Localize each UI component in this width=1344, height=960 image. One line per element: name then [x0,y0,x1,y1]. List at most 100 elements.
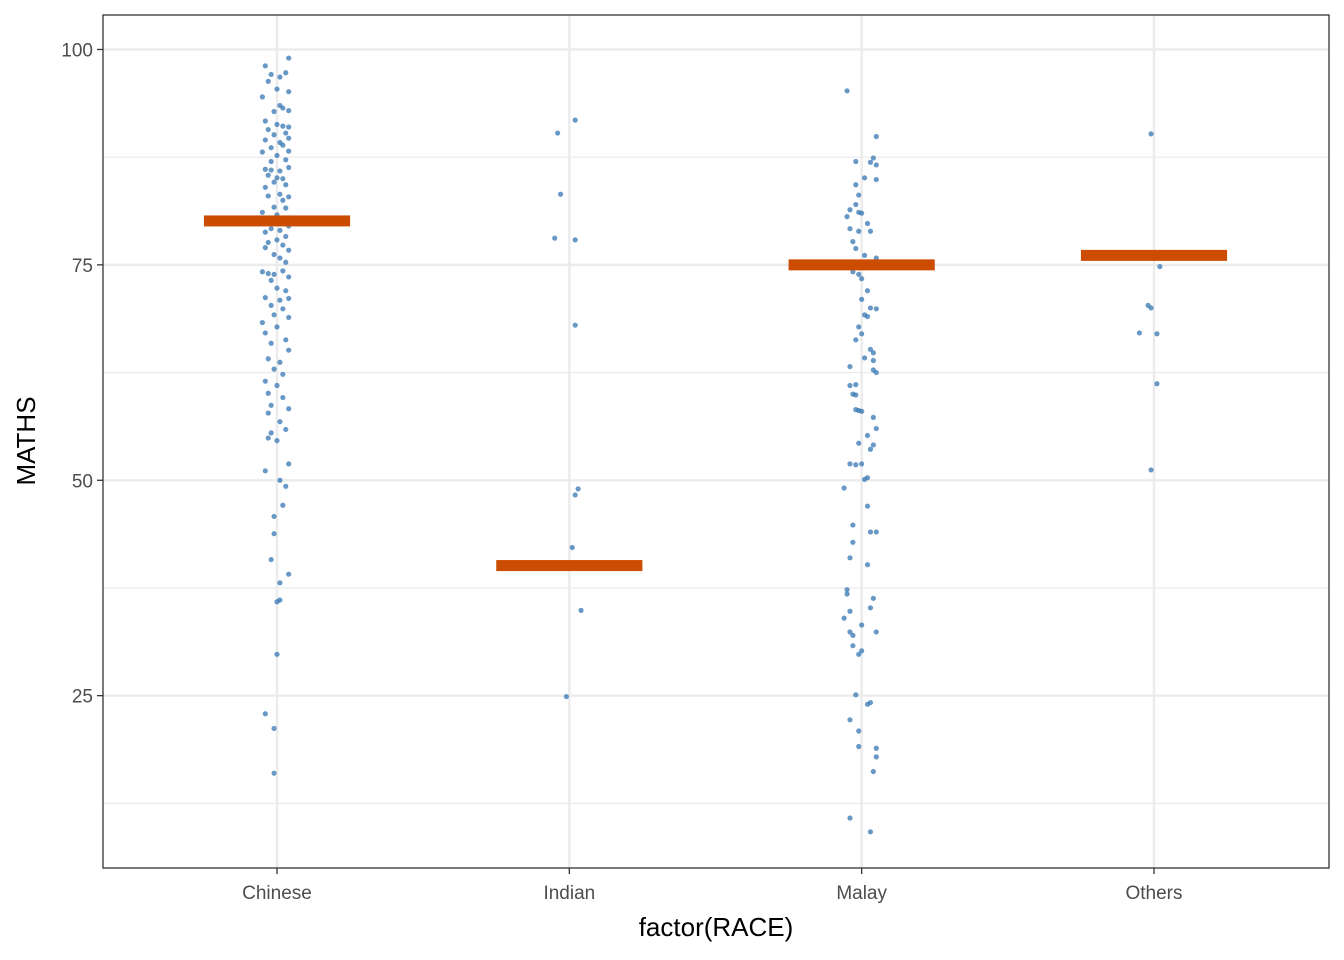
data-point [271,725,277,732]
data-point [268,158,274,165]
data-point [265,126,271,133]
data-point [283,130,289,136]
y-axis-title: MATHS [11,396,41,485]
data-point [286,461,292,467]
data-point [844,214,850,220]
data-point [1154,381,1160,387]
data-point [853,462,859,468]
data-point [265,410,271,416]
data-point [572,322,578,328]
data-point [861,355,868,361]
data-point [268,340,274,346]
data-point [847,717,853,723]
data-point [259,149,265,155]
data-point [864,701,871,707]
data-point [274,382,280,389]
data-point [286,314,292,321]
data-point [847,226,853,232]
data-point [283,205,289,211]
data-point [283,157,289,163]
data-point [864,313,871,320]
data-point [859,408,865,414]
data-point [844,591,850,597]
data-point [847,207,853,213]
data-point [274,237,280,243]
data-point [853,245,859,252]
data-point [268,430,274,436]
data-point [262,295,268,301]
data-point [1136,330,1142,336]
data-point [563,693,570,700]
data-point [557,191,564,197]
data-point [271,513,277,520]
data-point [873,754,879,760]
data-point [277,168,283,174]
data-point [268,277,274,283]
data-point [841,485,847,491]
data-point [873,369,879,376]
data-point [277,255,283,261]
minor-gridlines [103,156,1329,804]
data-point [853,182,859,188]
data-point [274,121,280,128]
data-point [864,503,871,509]
plot-background [103,15,1329,868]
data-point [847,629,853,635]
data-point [268,226,274,232]
data-point [283,426,289,433]
data-point [280,306,286,312]
data-point [864,432,871,439]
data-point [864,220,871,227]
data-point [271,531,277,537]
data-point [259,94,265,100]
data-point [856,728,862,734]
data-point [847,555,853,561]
data-point [277,74,283,80]
x-tick-label: Indian [543,883,595,904]
data-point [274,152,280,159]
data-point [867,829,874,835]
mean-bars [203,215,1228,572]
data-points [259,55,1163,835]
data-point [283,483,289,489]
data-point [283,182,289,188]
data-point [268,145,274,151]
data-point [286,347,292,353]
data-point [856,228,862,234]
data-point [867,159,874,165]
data-point [286,108,292,114]
data-point [867,346,874,352]
data-point [274,438,280,444]
data-point [873,255,879,261]
data-point [856,271,862,277]
data-point [262,229,268,235]
data-point [262,378,268,384]
x-tick-label: Malay [836,883,887,904]
data-point [850,522,856,528]
data-point [283,233,289,240]
data-point [856,440,862,446]
data-point [277,419,283,425]
data-point [271,271,277,277]
data-point [867,529,874,535]
data-point [569,544,575,551]
mean-bar [1080,249,1228,261]
y-axis: 25 50 75 100 [61,40,103,708]
data-point [280,502,286,508]
data-point [870,155,876,161]
data-point [856,324,862,330]
data-point [286,89,292,95]
data-point [870,442,876,448]
data-point [280,268,286,274]
data-point [271,366,277,372]
data-point [844,587,850,593]
data-point [262,330,268,336]
data-point [280,123,286,129]
data-point [873,306,879,312]
data-point [873,162,879,168]
data-point [873,529,879,535]
mean-bar [203,215,351,227]
data-point [844,88,850,94]
data-point [280,371,286,377]
